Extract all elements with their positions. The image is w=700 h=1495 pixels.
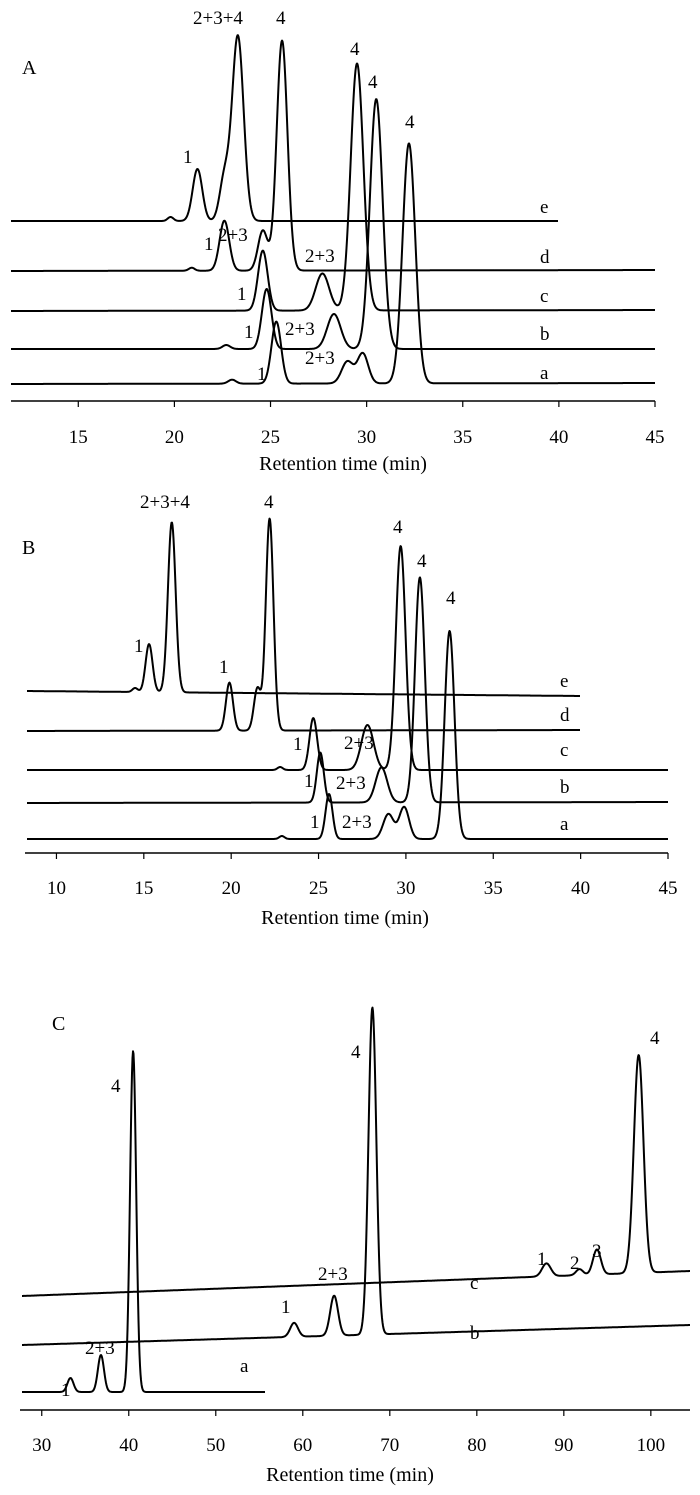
panel-a: A 15 20 25 30 35 40 45 Retention time (min) e … bbox=[10, 8, 665, 475]
panel-a-peak-label: 4 bbox=[276, 8, 286, 29]
panel-b-peak-label: 1 bbox=[219, 657, 229, 678]
panel-c-peak-label: 2 bbox=[570, 1253, 580, 1274]
panel-b-peak-label: 2+3 bbox=[344, 733, 374, 754]
panel-a-series-label-d: d bbox=[540, 247, 550, 268]
panel-b-letter: B bbox=[22, 537, 35, 559]
panel-b-series-label-d: d bbox=[560, 705, 570, 726]
panel-a-peak-label: 1 bbox=[204, 234, 214, 255]
panel-a-peak-label: 2+3 bbox=[218, 225, 248, 246]
x-tick-label: 15 bbox=[134, 878, 153, 899]
panel-c-ticks: 30 40 50 60 70 80 90 100 bbox=[32, 1410, 665, 1456]
x-tick-label: 30 bbox=[396, 878, 415, 899]
panel-c-peak-label: 4 bbox=[351, 1042, 361, 1063]
panel-c: C 30 40 50 60 70 80 90 100 Retention time (min)… bbox=[20, 1006, 691, 1486]
x-tick-label: 40 bbox=[571, 878, 590, 899]
x-tick-label: 70 bbox=[380, 1435, 399, 1456]
panel-c-peak-label: 1 bbox=[61, 1380, 71, 1401]
panel-a-peak-label: 2+3+4 bbox=[193, 8, 243, 29]
panel-b-series-label-b: b bbox=[560, 777, 570, 798]
panel-b-peak-label: 4 bbox=[446, 588, 456, 609]
panel-c-peak-label: 3 bbox=[592, 1241, 602, 1262]
panel-a-trace-e bbox=[10, 34, 559, 222]
x-tick-label: 90 bbox=[554, 1435, 573, 1456]
panel-b-series-label-a: a bbox=[560, 814, 569, 835]
panel-b-peak-label: 2+3+4 bbox=[140, 492, 190, 513]
panel-c-peak-label: 2+3 bbox=[318, 1264, 348, 1285]
panel-b-trace-c bbox=[26, 545, 669, 771]
panel-c-trace-c bbox=[21, 1054, 691, 1297]
panel-b: B 10 15 20 25 30 35 40 45 Retention time (min) … bbox=[22, 492, 678, 929]
panel-c-trace-a bbox=[21, 1050, 266, 1393]
panel-a-x-axis-title: Retention time (min) bbox=[259, 453, 427, 475]
x-tick-label: 35 bbox=[484, 878, 503, 899]
panel-c-peak-label: 4 bbox=[650, 1028, 660, 1049]
panel-b-peak-label: 1 bbox=[310, 812, 320, 833]
panel-b-ticks: 10 15 20 25 30 35 40 45 bbox=[47, 853, 678, 899]
panel-b-peak-label: 2+3 bbox=[336, 773, 366, 794]
panel-a-letter: A bbox=[22, 57, 37, 79]
panel-c-series-label-a: a bbox=[240, 1356, 249, 1377]
x-tick-label: 20 bbox=[165, 427, 184, 448]
panel-c-peak-label: 1 bbox=[281, 1297, 291, 1318]
x-tick-label: 35 bbox=[453, 427, 472, 448]
panel-c-peak-label: 1 bbox=[537, 1249, 547, 1270]
panel-b-peak-label: 4 bbox=[264, 492, 274, 513]
panel-b-peak-label: 1 bbox=[293, 734, 303, 755]
panel-b-series-label-c: c bbox=[560, 740, 568, 761]
panel-c-peak-label: 4 bbox=[111, 1076, 121, 1097]
panel-c-peak-label: 2+3 bbox=[85, 1338, 115, 1359]
panel-a-peak-label: 4 bbox=[350, 39, 360, 60]
panel-b-series-label-e: e bbox=[560, 671, 568, 692]
panel-a-series-label-b: b bbox=[540, 324, 550, 345]
panel-a-ticks: 15 20 25 30 35 40 45 bbox=[69, 401, 665, 448]
panel-a-peak-label: 1 bbox=[237, 284, 247, 305]
panel-a-peak-label: 1 bbox=[244, 322, 254, 343]
x-tick-label: 30 bbox=[32, 1435, 51, 1456]
panel-a-trace-c bbox=[10, 62, 656, 312]
x-tick-label: 45 bbox=[646, 427, 665, 448]
panel-b-peak-label: 4 bbox=[417, 551, 427, 572]
panel-b-trace-d bbox=[26, 517, 581, 732]
panel-c-letter: C bbox=[52, 1013, 65, 1035]
panel-b-trace-e bbox=[26, 521, 581, 697]
x-tick-label: 25 bbox=[309, 878, 328, 899]
panel-a-peak-label: 1 bbox=[257, 364, 267, 385]
panel-c-x-axis-title: Retention time (min) bbox=[266, 1464, 434, 1486]
x-tick-label: 20 bbox=[222, 878, 241, 899]
panel-b-peak-label: 4 bbox=[393, 517, 403, 538]
panel-c-trace-b bbox=[21, 1006, 691, 1346]
x-tick-label: 30 bbox=[357, 427, 376, 448]
panel-b-peak-label: 2+3 bbox=[342, 812, 372, 833]
panel-b-trace-b bbox=[26, 576, 669, 804]
x-tick-label: 80 bbox=[467, 1435, 486, 1456]
panel-a-peak-label: 2+3 bbox=[305, 246, 335, 267]
panel-c-series-label-b: b bbox=[470, 1323, 480, 1344]
x-tick-label: 40 bbox=[549, 427, 568, 448]
panel-a-peak-label: 4 bbox=[368, 72, 378, 93]
panel-a-trace-b bbox=[10, 98, 656, 350]
x-tick-label: 40 bbox=[119, 1435, 138, 1456]
x-tick-label: 100 bbox=[637, 1435, 666, 1456]
panel-a-series-label-a: a bbox=[540, 363, 549, 384]
panel-b-peak-label: 1 bbox=[304, 771, 314, 792]
panel-a-peak-label: 4 bbox=[405, 112, 415, 133]
panel-b-x-axis-title: Retention time (min) bbox=[261, 907, 429, 929]
x-tick-label: 10 bbox=[47, 878, 66, 899]
panel-a-peak-label: 2+3 bbox=[305, 348, 335, 369]
x-tick-label: 15 bbox=[69, 427, 88, 448]
panel-b-trace-a bbox=[26, 630, 669, 840]
x-tick-label: 50 bbox=[206, 1435, 225, 1456]
panel-b-peak-label: 1 bbox=[134, 636, 144, 657]
x-tick-label: 60 bbox=[293, 1435, 312, 1456]
x-tick-label: 45 bbox=[659, 878, 678, 899]
panel-a-series-label-c: c bbox=[540, 286, 548, 307]
panel-a-trace-d bbox=[10, 39, 656, 272]
panel-a-series-label-e: e bbox=[540, 197, 548, 218]
panel-a-peak-label: 2+3 bbox=[285, 319, 315, 340]
panel-a-trace-a bbox=[10, 142, 656, 385]
panel-a-peak-label: 1 bbox=[183, 147, 193, 168]
panel-c-series-label-c: c bbox=[470, 1273, 478, 1294]
x-tick-label: 25 bbox=[261, 427, 280, 448]
